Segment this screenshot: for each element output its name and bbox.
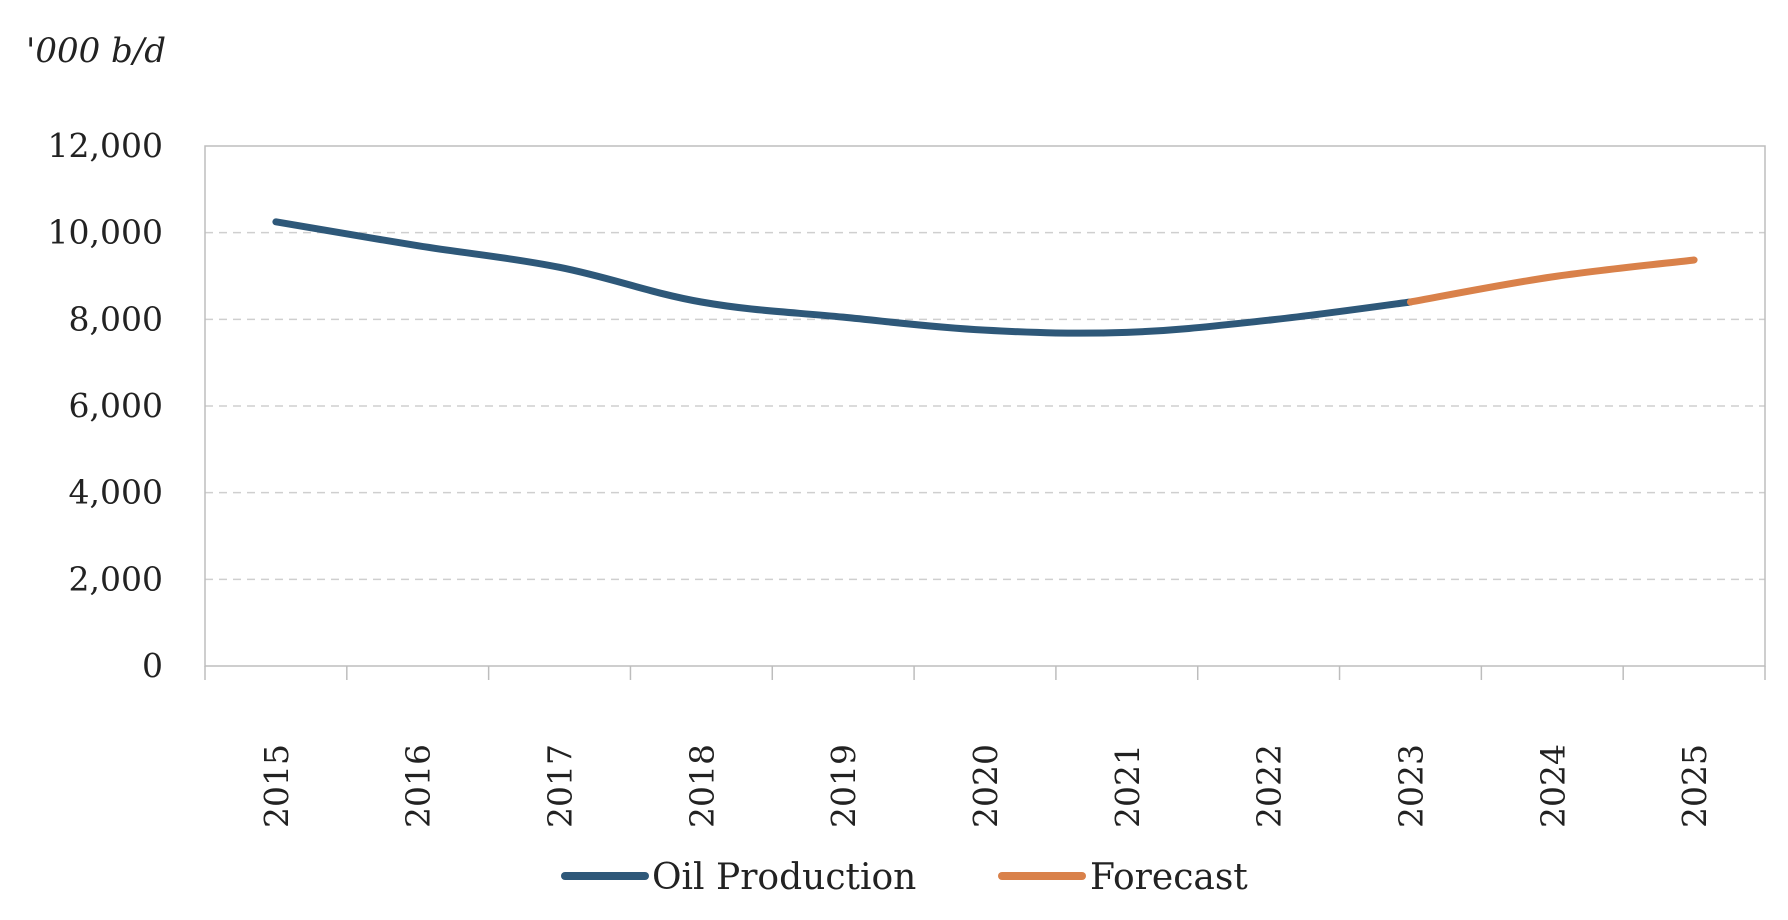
x-tick-label: 2018 <box>682 744 721 828</box>
legend-label-forecast: Forecast <box>1090 857 1248 898</box>
x-tick-label: 2017 <box>541 744 580 828</box>
x-tick-label: 2020 <box>966 744 1005 828</box>
x-tick-label: 2015 <box>257 744 296 828</box>
x-tick-label: 2022 <box>1250 744 1289 828</box>
series-line-oil-production <box>272 218 1414 337</box>
legend-label-oil-production: Oil Production <box>652 857 916 898</box>
x-tick-label: 2024 <box>1533 744 1572 828</box>
y-tick-label: 6,000 <box>69 386 163 425</box>
y-tick-label: 12,000 <box>48 126 163 165</box>
gridlines <box>205 231 1765 581</box>
x-tick-label: 2016 <box>399 744 438 828</box>
y-tick-label: 0 <box>142 646 163 685</box>
y-axis-unit-label: '000 b/d <box>26 31 166 71</box>
series-line-forecast <box>1406 256 1698 306</box>
series-lines <box>272 218 1698 337</box>
y-axis-ticks: 0 2,000 4,000 6,000 8,000 10,000 12,000 <box>48 126 163 685</box>
y-tick-label: 2,000 <box>69 559 163 598</box>
legend: Oil Production Forecast <box>561 857 1248 898</box>
y-tick-label: 10,000 <box>48 213 163 252</box>
x-tick-label: 2023 <box>1391 744 1430 828</box>
x-tick-label: 2025 <box>1675 744 1714 828</box>
y-tick-label: 4,000 <box>69 473 163 512</box>
plot-area-frame <box>204 145 1766 667</box>
x-axis-ticks: 2015 2016 2017 2018 2019 2020 2021 2022 2023 2024… <box>204 666 1766 828</box>
x-tick-label: 2019 <box>824 744 863 828</box>
x-tick-label: 2021 <box>1108 744 1147 828</box>
y-tick-label: 8,000 <box>69 299 163 338</box>
